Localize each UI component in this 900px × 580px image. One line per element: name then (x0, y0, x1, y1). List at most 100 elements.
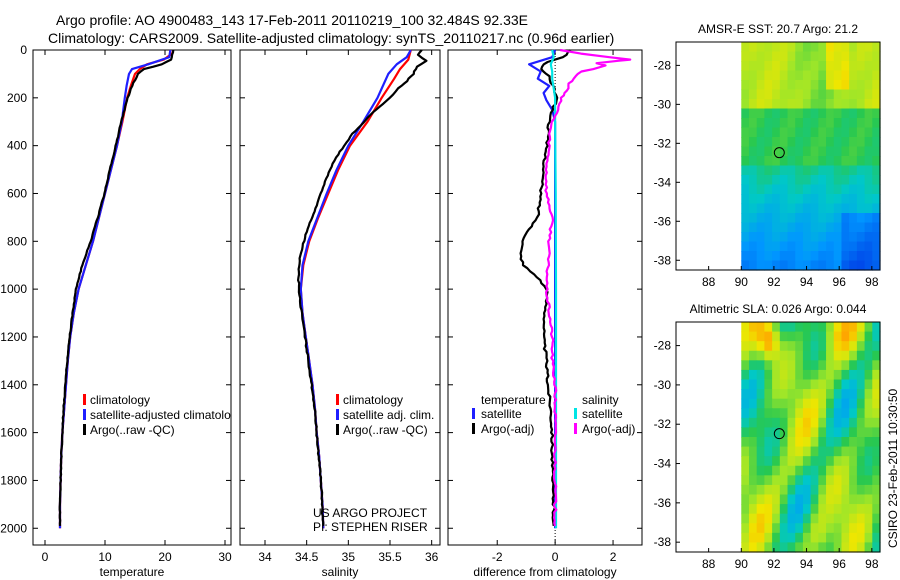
heatmap-cell (779, 331, 789, 342)
heatmap-cell (864, 427, 873, 438)
heatmap-cell (802, 156, 812, 167)
heatmap-cell (795, 513, 804, 524)
heatmap-cell (764, 446, 773, 457)
heatmap-cell (764, 379, 773, 390)
x-tick-label: 98 (865, 275, 879, 289)
heatmap-cell (872, 417, 881, 429)
heatmap-cell (772, 156, 781, 167)
heatmap-cell (856, 137, 866, 148)
heatmap-cell (795, 369, 804, 381)
heatmap-cell (779, 523, 789, 534)
heatmap-cell (756, 165, 765, 176)
heatmap-cell (787, 523, 796, 534)
heatmap-cell (841, 232, 850, 243)
heatmap-cell (756, 70, 765, 81)
heatmap-cell (826, 427, 835, 438)
heatmap-cell (841, 523, 850, 534)
heatmap-cell (849, 184, 858, 195)
heatmap-cell (833, 331, 843, 342)
heatmap-cell (756, 222, 765, 233)
heatmap-cell (772, 484, 781, 496)
heatmap-cell (741, 137, 750, 148)
heatmap-cell (818, 118, 827, 129)
heatmap-cell (864, 369, 873, 381)
heatmap-cell (849, 61, 858, 72)
heatmap-cell (856, 542, 866, 553)
x-tick-label: 0 (552, 550, 559, 564)
heatmap-cell (810, 260, 819, 271)
heatmap-cell (787, 118, 796, 129)
heatmap-cell (826, 379, 835, 390)
heatmap-cell (795, 80, 804, 91)
heatmap-cell (849, 232, 858, 243)
heatmap-cell (833, 360, 843, 371)
heatmap-cell (856, 241, 866, 252)
heatmap-cell (841, 542, 850, 553)
heatmap-cell (833, 194, 843, 205)
heatmap-cell (856, 175, 866, 186)
heatmap-cell (864, 398, 873, 409)
heatmap-cell (802, 322, 812, 333)
heatmap-cell (772, 427, 781, 438)
heatmap-cell (802, 331, 812, 342)
heatmap-cell (841, 369, 850, 381)
heatmap-cell (795, 89, 804, 100)
heatmap-cell (856, 222, 866, 233)
heatmap-cell (795, 184, 804, 195)
heatmap-cell (787, 213, 796, 224)
heatmap-cell (795, 203, 804, 214)
heatmap-cell (787, 108, 796, 119)
heatmap-cell (795, 175, 804, 186)
heatmap-cell (772, 389, 781, 400)
heatmap-cell (779, 417, 789, 429)
heatmap-cell (748, 389, 758, 400)
heatmap-cell (856, 70, 866, 81)
heatmap-cell (764, 184, 773, 195)
heatmap-cell (764, 437, 773, 448)
heatmap-cell (856, 99, 866, 110)
heatmap-cell (748, 379, 758, 390)
heatmap-cell (864, 341, 873, 352)
legend-swatch-blue (472, 408, 475, 419)
heatmap-cell (849, 322, 858, 333)
heatmap-cell (756, 475, 765, 486)
heatmap-cell (772, 398, 781, 409)
heatmap-cell (772, 475, 781, 486)
heatmap-cell (748, 504, 758, 515)
heatmap-cell (849, 194, 858, 205)
heatmap-cell (872, 379, 881, 390)
heatmap-cell (833, 350, 843, 361)
heatmap-cell (772, 118, 781, 129)
heatmap-cell (764, 251, 773, 262)
heatmap-cell (856, 523, 866, 534)
heatmap-cell (741, 127, 750, 138)
heatmap-cell (841, 456, 850, 467)
heatmap-cell (849, 417, 858, 429)
heatmap-cell (849, 408, 858, 419)
heatmap-cell (826, 341, 835, 352)
heatmap-cell (810, 417, 819, 429)
heatmap-cell (818, 165, 827, 176)
heatmap-cell (741, 350, 750, 361)
heatmap-cell (748, 213, 758, 224)
y-tick-label: -30 (654, 97, 672, 111)
heatmap-cell (802, 389, 812, 400)
heatmap-cell (802, 427, 812, 438)
heatmap-cell (795, 379, 804, 390)
heatmap-cell (818, 398, 827, 409)
x-tick-label: 36 (425, 550, 439, 564)
heatmap-cell (748, 427, 758, 438)
heatmap-cell (841, 108, 850, 119)
heatmap-cell (849, 156, 858, 167)
heatmap-cell (802, 108, 812, 119)
heatmap-cell (818, 184, 827, 195)
heatmap-cell (841, 80, 850, 91)
heatmap-cell (841, 118, 850, 129)
heatmap-cell (849, 369, 858, 381)
y-tick-label: 1200 (0, 330, 27, 344)
legend-label: satellite (582, 407, 623, 421)
heatmap-cell (833, 341, 843, 352)
heatmap-cell (849, 118, 858, 129)
heatmap-cell (818, 322, 827, 333)
heatmap-cell (833, 42, 843, 53)
